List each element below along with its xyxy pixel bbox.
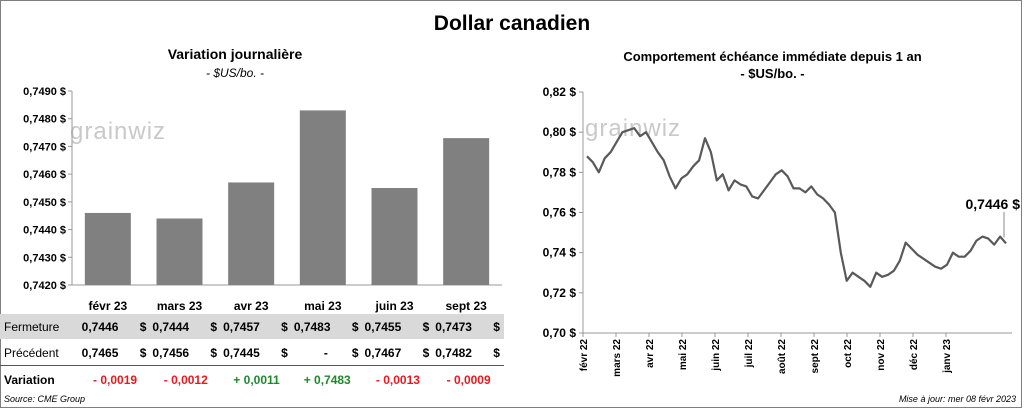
right-chart-unit: - $US/bo. - bbox=[740, 66, 805, 81]
x-tick-label: août 22 bbox=[777, 339, 788, 374]
x-tick-label: mai 22 bbox=[678, 339, 689, 371]
y-tick-label: 0,7470 $ bbox=[23, 141, 66, 153]
x-tick-label: mars 22 bbox=[612, 339, 623, 377]
x-category-label: avr 23 bbox=[234, 299, 269, 313]
table-cell: 0,7465 $ bbox=[81, 345, 147, 360]
x-category-label: mai 23 bbox=[304, 299, 342, 313]
y-tick-label: 0,78 $ bbox=[543, 165, 577, 179]
y-tick-label: 0,70 $ bbox=[543, 326, 577, 340]
row-label: Précédent bbox=[4, 345, 59, 360]
y-tick-label: 0,82 $ bbox=[543, 85, 577, 99]
x-category-label: sept 23 bbox=[445, 299, 487, 313]
x-tick-label: juin 22 bbox=[711, 339, 722, 372]
x-tick-label: janv 23 bbox=[942, 339, 953, 374]
watermark-left: grainwiz bbox=[70, 118, 167, 145]
y-tick-label: 0,7440 $ bbox=[23, 225, 66, 237]
bar bbox=[228, 182, 275, 285]
y-tick-label: 0,76 $ bbox=[543, 206, 577, 220]
left-chart-unit: - $US/bo. - bbox=[205, 66, 265, 80]
table-cell: 0,7483 $ bbox=[293, 319, 359, 334]
update-note: Mise à jour: mer 08 févr 2023 bbox=[898, 394, 1016, 404]
x-tick-label: oct 22 bbox=[843, 339, 854, 368]
x-tick-label: févr 22 bbox=[579, 339, 590, 372]
page-title: Dollar canadien bbox=[433, 12, 591, 35]
y-tick-label: 0,7490 $ bbox=[23, 86, 66, 98]
bar bbox=[371, 188, 418, 285]
right-chart-title: Comportement échéance immédiate depuis 1… bbox=[623, 49, 922, 64]
x-tick-label: sept 22 bbox=[810, 339, 821, 374]
x-tick-label: avr 22 bbox=[645, 339, 656, 368]
row-label: Fermeture bbox=[4, 319, 60, 334]
y-tick-label: 0,7450 $ bbox=[23, 197, 66, 209]
table-cell: 0,7445 $ bbox=[223, 345, 288, 360]
table-cell: 0,7456 $ bbox=[152, 345, 218, 360]
y-tick-label: 0,7460 $ bbox=[23, 169, 66, 181]
y-tick-label: 0,74 $ bbox=[543, 246, 577, 260]
table-cell: 0,7473 $ bbox=[435, 319, 500, 334]
x-tick-label: juil 22 bbox=[744, 339, 755, 369]
bar bbox=[156, 218, 203, 285]
variation-value: - 0,0009 bbox=[446, 372, 491, 387]
row-label: Variation bbox=[4, 372, 55, 387]
bar bbox=[299, 110, 346, 286]
left-chart-title: Variation journalière bbox=[167, 46, 303, 62]
x-tick-label: déc 22 bbox=[909, 339, 920, 371]
variation-value: - 0,0012 bbox=[163, 372, 208, 387]
x-tick-label: nov 22 bbox=[876, 339, 887, 371]
table-cell: 0,7446 $ bbox=[81, 319, 147, 334]
table-row-variation: Variation - 0,0019 - 0,0012 + 0,0011 + 0… bbox=[0, 367, 504, 392]
table-cell: - $ bbox=[323, 345, 359, 360]
variation-value: - 0,0013 bbox=[375, 372, 420, 387]
y-tick-label: 0,7430 $ bbox=[23, 252, 66, 264]
table-row-fermeture: Fermeture 0,7446 $ 0,7444 $ 0,7457 $ 0,7483… bbox=[0, 314, 504, 339]
series-line bbox=[586, 127, 1007, 288]
variation-value: - 0,0019 bbox=[93, 372, 138, 387]
bar bbox=[84, 212, 131, 285]
x-category-label: févr 23 bbox=[88, 299, 127, 313]
variation-value: + 0,7483 bbox=[303, 372, 351, 387]
y-tick-label: 0,7420 $ bbox=[23, 280, 66, 292]
table-cell: 0,7455 $ bbox=[364, 319, 430, 334]
bar bbox=[443, 138, 490, 285]
table-cell: 0,7457 $ bbox=[223, 319, 288, 334]
y-tick-label: 0,72 $ bbox=[543, 286, 577, 300]
y-tick-label: 0,80 $ bbox=[543, 125, 577, 139]
table-row-precedent: Précédent 0,7465 $ 0,7456 $ 0,7445 $ - $ 0,7… bbox=[0, 340, 504, 366]
x-category-label: juin 23 bbox=[374, 299, 413, 313]
table-cell: 0,7482 $ bbox=[435, 345, 500, 360]
source-note: Source: CME Group bbox=[4, 394, 86, 404]
table-cell: 0,7444 $ bbox=[152, 319, 218, 334]
table-cell: 0,7467 $ bbox=[364, 345, 430, 360]
y-tick-label: 0,7480 $ bbox=[23, 114, 66, 126]
x-category-label: mars 23 bbox=[157, 299, 203, 313]
variation-value: + 0,0011 bbox=[233, 372, 280, 387]
last-value-label: 0,7446 $ bbox=[966, 196, 1021, 212]
